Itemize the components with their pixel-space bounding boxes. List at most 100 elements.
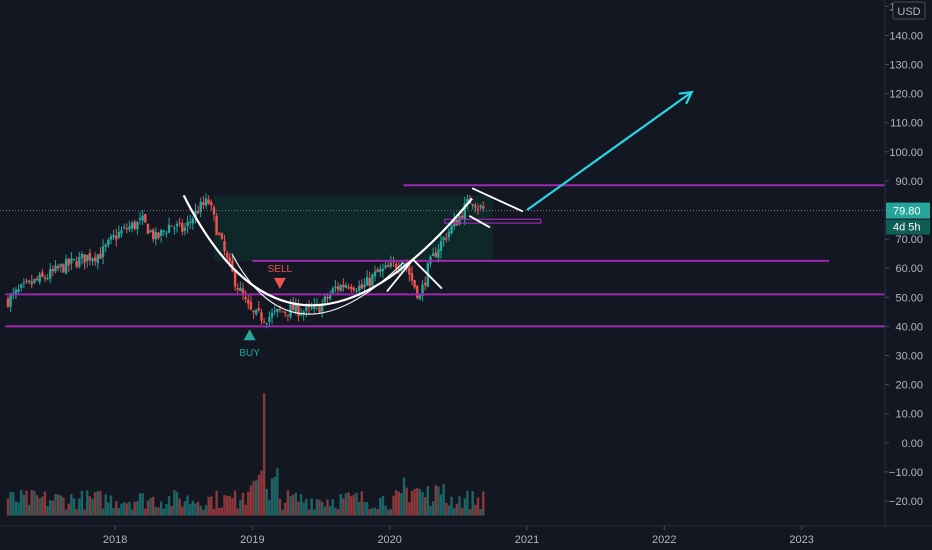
candle-body <box>125 228 129 230</box>
candle-body <box>447 231 451 238</box>
candle-body <box>371 274 374 286</box>
candle-body <box>265 323 268 325</box>
candle-body <box>6 298 10 307</box>
volume-bar <box>204 505 208 516</box>
candle-body <box>423 283 427 286</box>
candle-body <box>130 222 134 229</box>
volume-bar <box>78 498 81 516</box>
candle-body <box>83 254 86 263</box>
horizontal-levels[interactable] <box>0 184 885 328</box>
volume-bar <box>133 501 136 516</box>
sell-triangle-icon <box>273 277 286 289</box>
candle-body <box>460 215 464 218</box>
currency-tag[interactable]: USD <box>892 1 926 20</box>
volume-bar <box>328 505 332 516</box>
volume-bar <box>225 495 229 516</box>
volume-bar <box>268 499 271 516</box>
volume-bar <box>286 490 290 516</box>
sell-signal-label: SELL <box>268 264 293 275</box>
candle-body <box>260 312 263 321</box>
volume-bar <box>278 498 282 516</box>
time-tick-label: 2018 <box>103 534 127 546</box>
volume-bar <box>49 499 52 516</box>
candle-body <box>291 302 295 311</box>
volume-bar <box>93 492 97 516</box>
price-tick-label: 40.00 <box>895 321 923 333</box>
candle-body <box>30 281 33 285</box>
price-tick-label: 10.00 <box>895 409 923 421</box>
candle-body <box>159 229 163 237</box>
candle-body <box>96 254 99 263</box>
volume-bar <box>265 488 268 516</box>
volume-bar <box>262 393 266 516</box>
volume-bar <box>331 498 334 516</box>
candle-body <box>223 241 226 252</box>
volume-bar <box>400 493 403 516</box>
price-tick-label: 100.00 <box>889 147 923 159</box>
candle-body <box>62 264 65 273</box>
arrow-shaft <box>526 91 693 211</box>
volume-bar <box>138 493 142 516</box>
candle-body <box>268 316 271 322</box>
volume-bar <box>463 498 466 516</box>
candle-body <box>146 223 150 234</box>
candle-body <box>154 232 158 240</box>
volume-bar <box>281 509 284 516</box>
candle-body <box>387 265 390 268</box>
volume-bar <box>466 490 469 516</box>
price-axis[interactable] <box>885 0 932 526</box>
candle-body <box>247 299 250 304</box>
volume-bar <box>12 492 15 516</box>
volume-bar <box>368 509 371 516</box>
volume-bar <box>321 501 324 516</box>
candle-body <box>149 230 152 233</box>
volume-bar <box>347 492 350 516</box>
candle-body <box>25 281 28 283</box>
volume-bar <box>394 490 398 516</box>
volume-bar <box>107 502 110 516</box>
volume-bar <box>326 499 329 516</box>
volume-bar <box>159 501 163 516</box>
candle-body <box>352 287 356 291</box>
volume-bar <box>83 509 86 516</box>
candle-body <box>35 278 39 281</box>
volume-bar <box>88 496 92 516</box>
candle-body <box>474 205 477 208</box>
volume-bar <box>299 494 303 516</box>
volume-bar <box>136 501 139 516</box>
candle-body <box>144 214 147 223</box>
volume-bar <box>86 490 89 516</box>
volume-bar <box>431 501 435 516</box>
candle-body <box>14 289 18 294</box>
volume-bar <box>270 478 274 516</box>
volume-bar <box>373 507 377 516</box>
cup-pattern-drawings[interactable] <box>182 187 524 315</box>
candle-body <box>70 258 73 264</box>
projection-arrow[interactable] <box>526 90 694 211</box>
buy-triangle-icon <box>243 329 256 341</box>
volume-bar <box>241 492 245 516</box>
volume-bar <box>254 480 258 516</box>
volume-bar <box>101 508 105 516</box>
candle-body <box>41 272 44 277</box>
candle-body <box>207 199 210 204</box>
candle-body <box>167 224 171 233</box>
candle-body <box>115 235 118 240</box>
candle-body <box>133 221 136 229</box>
volume-bar <box>387 509 390 516</box>
time-axis[interactable] <box>0 526 932 550</box>
price-tick-label: −10.00 <box>889 467 923 479</box>
candle-body <box>413 280 416 288</box>
price-tag-box <box>886 202 930 219</box>
current-price-tag: 79.80 4d 5h <box>886 202 930 235</box>
volume-bar <box>455 503 459 516</box>
volume-bar <box>144 508 147 516</box>
countdown-box <box>886 219 930 235</box>
candle-body <box>408 267 411 275</box>
volume-bar <box>294 492 298 516</box>
candle-body <box>136 221 139 230</box>
volume-bar <box>170 505 173 516</box>
candle-body <box>43 277 47 279</box>
